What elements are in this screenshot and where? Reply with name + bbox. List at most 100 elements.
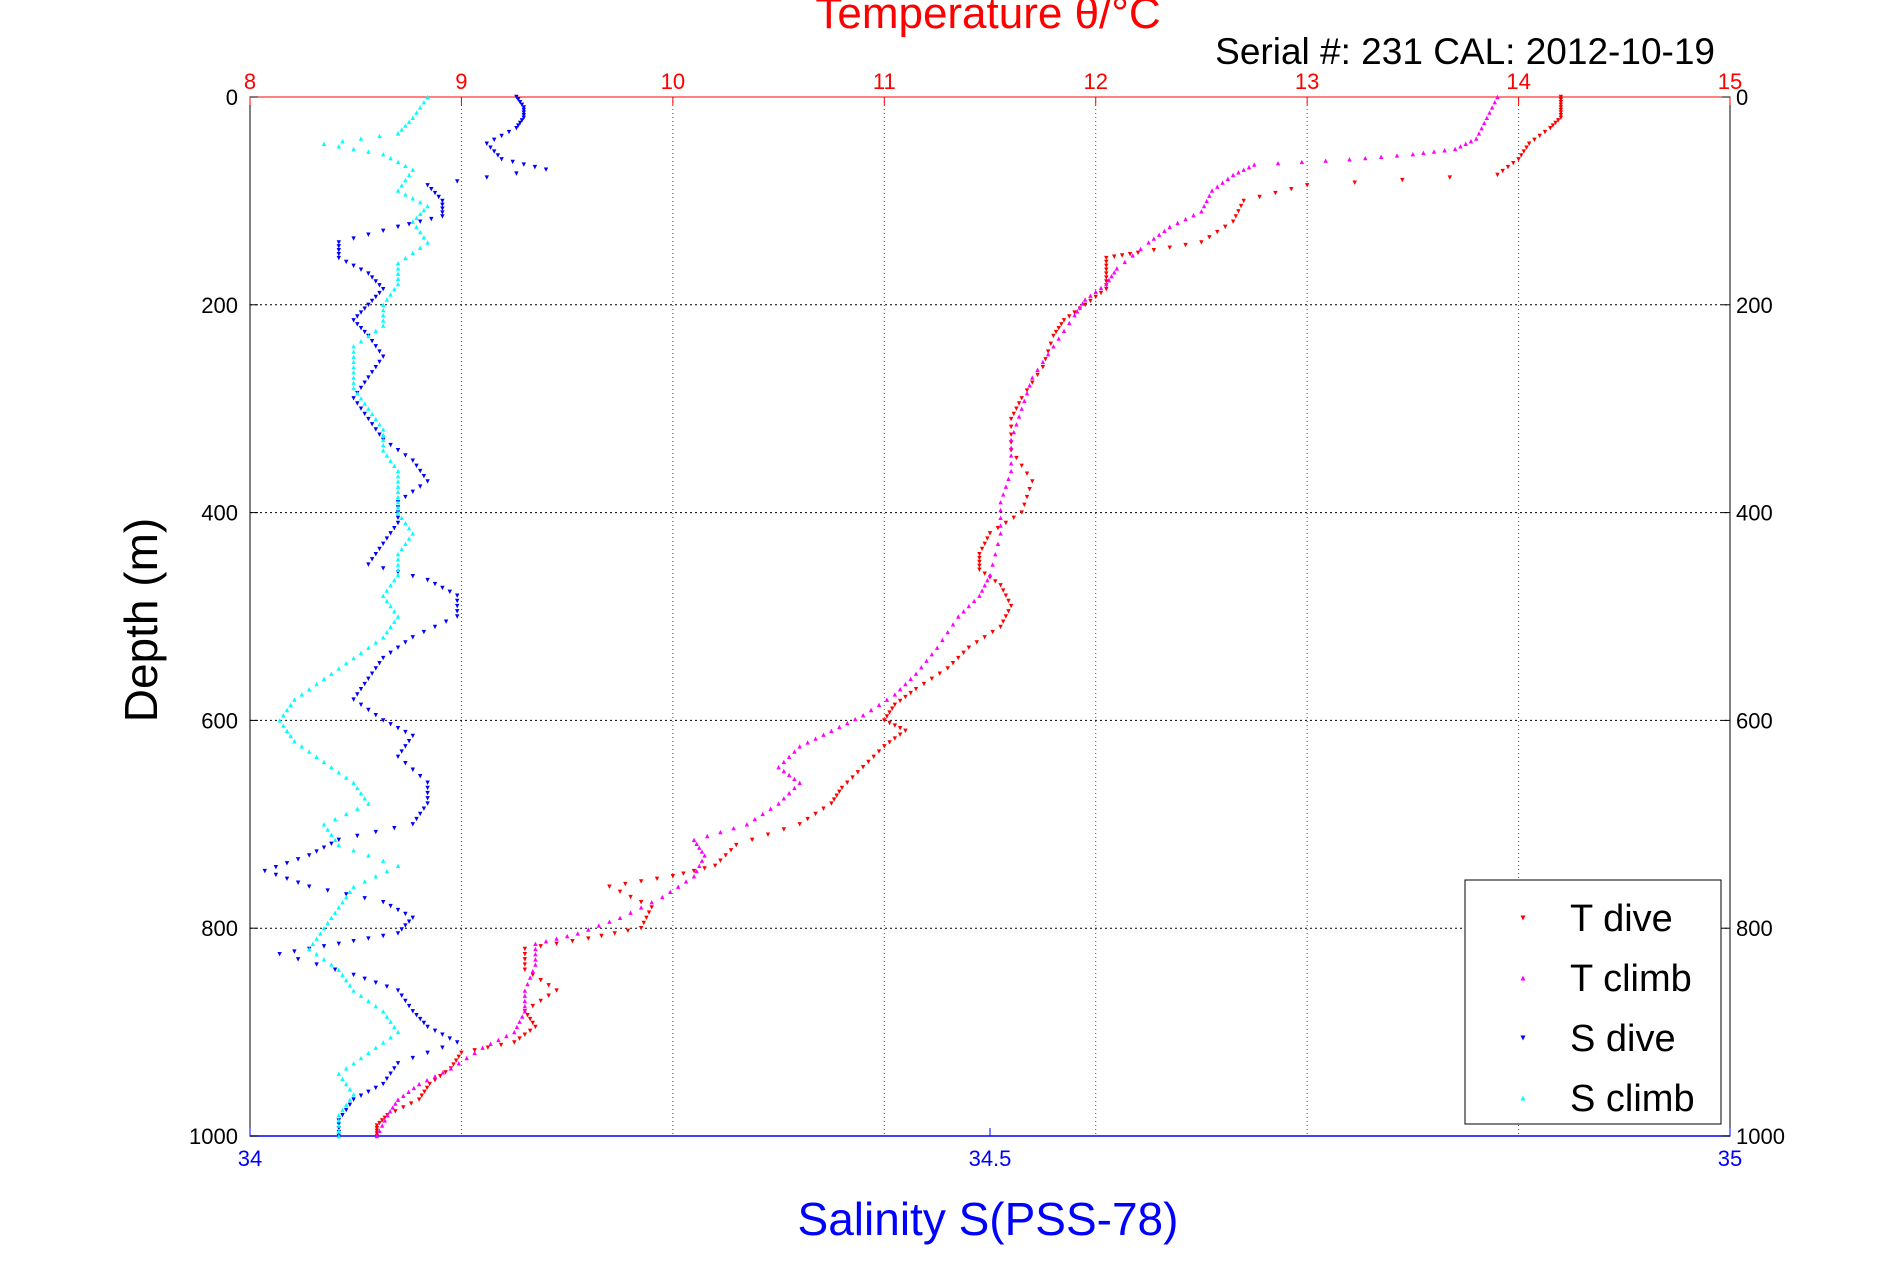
data-point <box>538 944 543 949</box>
data-point <box>395 572 401 578</box>
data-point <box>395 863 401 869</box>
data-point <box>1519 153 1524 158</box>
data-point <box>1080 301 1085 306</box>
data-point <box>284 876 290 882</box>
data-point <box>1003 614 1009 619</box>
data-point <box>395 551 401 557</box>
data-point <box>522 993 528 998</box>
data-point <box>1558 112 1564 118</box>
data-point <box>403 177 408 183</box>
data-point <box>554 936 559 941</box>
data-point <box>1489 105 1495 110</box>
data-point <box>1104 259 1109 265</box>
data-point <box>395 505 401 510</box>
data-point <box>1022 502 1027 508</box>
data-point <box>506 129 512 135</box>
data-point <box>373 279 378 284</box>
data-point <box>1482 120 1487 126</box>
data-point <box>388 292 393 297</box>
data-point <box>1093 294 1098 300</box>
data-point <box>1558 110 1564 115</box>
data-point <box>351 396 356 401</box>
data-point <box>514 171 519 176</box>
data-point <box>805 816 810 822</box>
data-point <box>392 1066 397 1071</box>
data-point <box>425 94 430 100</box>
data-point <box>373 344 378 349</box>
data-point <box>440 206 445 211</box>
data-point <box>1024 388 1030 393</box>
data-point <box>1273 190 1278 196</box>
data-point <box>373 551 378 557</box>
data-point <box>974 640 979 645</box>
data-point <box>654 876 660 882</box>
data-point <box>1008 437 1014 443</box>
data-point <box>1241 167 1246 172</box>
data-point <box>570 938 575 944</box>
data-point <box>492 137 497 143</box>
data-point <box>987 572 993 578</box>
data-point <box>421 629 427 635</box>
data-point <box>929 676 935 682</box>
x-bottom-axis-label: Salinity S(PSS-78) <box>798 1193 1179 1245</box>
data-point <box>358 1093 364 1098</box>
data-point <box>381 312 386 318</box>
data-point <box>432 1074 438 1079</box>
data-point <box>418 229 423 235</box>
data-point <box>1135 250 1141 256</box>
data-point <box>1127 251 1133 257</box>
data-point <box>702 853 707 858</box>
data-point <box>390 1105 395 1110</box>
data-point <box>977 559 982 565</box>
data-point <box>344 811 349 817</box>
data-point <box>1040 359 1046 365</box>
data-point <box>358 790 364 796</box>
data-point <box>1230 172 1236 178</box>
data-point <box>381 1081 386 1087</box>
data-point <box>514 125 519 131</box>
data-point <box>374 1123 380 1128</box>
data-point <box>1019 463 1024 469</box>
y-tick-label: 600 <box>201 708 238 733</box>
data-point <box>884 697 890 702</box>
data-point <box>381 437 386 443</box>
data-point <box>1072 310 1077 315</box>
data-point <box>532 164 538 170</box>
data-point <box>399 927 404 932</box>
data-point <box>388 1019 393 1024</box>
data-point <box>425 240 430 245</box>
data-point <box>377 432 382 437</box>
data-point <box>344 1081 349 1087</box>
data-point <box>1363 155 1368 161</box>
data-point <box>628 894 633 900</box>
data-point <box>499 133 504 139</box>
data-point <box>295 857 301 862</box>
data-point <box>410 733 415 739</box>
data-point <box>1001 492 1006 497</box>
data-point <box>366 149 371 154</box>
data-point <box>366 1089 371 1095</box>
data-point <box>937 671 942 676</box>
data-point <box>723 853 728 858</box>
data-point <box>691 874 697 879</box>
data-point <box>1104 271 1109 276</box>
data-point <box>336 1071 341 1076</box>
data-point <box>998 624 1003 630</box>
data-point <box>374 1133 380 1139</box>
data-point <box>366 1050 371 1056</box>
data-point <box>1146 240 1151 245</box>
data-point <box>351 697 356 702</box>
data-point <box>586 936 591 941</box>
data-point <box>336 770 341 775</box>
data-point <box>329 764 334 770</box>
data-point <box>1016 401 1022 406</box>
data-point <box>805 740 810 745</box>
data-point <box>336 967 341 972</box>
data-point <box>1011 411 1016 417</box>
data-point <box>1011 515 1016 520</box>
data-point <box>351 1092 356 1097</box>
data-point <box>416 1081 422 1087</box>
data-point <box>395 188 401 193</box>
data-point <box>792 749 797 754</box>
